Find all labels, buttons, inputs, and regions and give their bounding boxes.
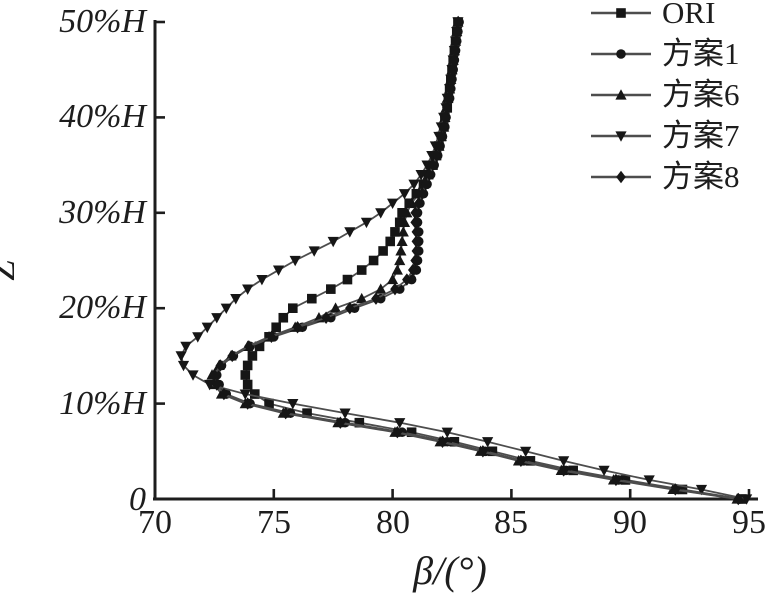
legend-label: 方案7 bbox=[662, 118, 740, 153]
legend-marker-triangle-up bbox=[591, 88, 651, 100]
y-tick-label: 20%H bbox=[59, 289, 146, 326]
legend-item: 方案8 bbox=[590, 156, 740, 197]
y-tick-label: 0 bbox=[129, 481, 146, 518]
legend-marker-square bbox=[591, 7, 651, 18]
legend-item: 方案1 bbox=[590, 33, 740, 74]
y-tick-label: 50%H bbox=[59, 3, 146, 40]
legend-label: 方案1 bbox=[662, 36, 740, 71]
x-tick-label: 85 bbox=[494, 504, 528, 541]
x-tick-label: 80 bbox=[376, 504, 410, 541]
y-tick-label: 40%H bbox=[59, 98, 146, 135]
legend-label: ORI bbox=[662, 0, 716, 30]
y-tick-label: 30%H bbox=[59, 194, 146, 231]
legend-item: 方案7 bbox=[590, 115, 740, 156]
legend-marker-circle bbox=[591, 48, 651, 59]
y-axis-title: Z bbox=[0, 260, 23, 281]
y-tick-label: 10%H bbox=[59, 385, 146, 422]
legend: ORI 方案1 方案6 方案7 方案8 bbox=[590, 0, 740, 197]
x-tick-label: 75 bbox=[257, 504, 291, 541]
legend-item: ORI bbox=[590, 0, 740, 33]
legend-item: 方案6 bbox=[590, 74, 740, 115]
x-tick-label: 90 bbox=[613, 504, 647, 541]
legend-marker-triangle-down bbox=[591, 130, 651, 142]
legend-label: 方案8 bbox=[662, 159, 740, 194]
x-tick-label: 70 bbox=[138, 504, 172, 541]
x-tick-label: 95 bbox=[732, 504, 766, 541]
legend-label: 方案6 bbox=[662, 77, 740, 112]
legend-marker-diamond bbox=[591, 170, 651, 183]
x-axis-title: β/(°) bbox=[413, 548, 487, 593]
